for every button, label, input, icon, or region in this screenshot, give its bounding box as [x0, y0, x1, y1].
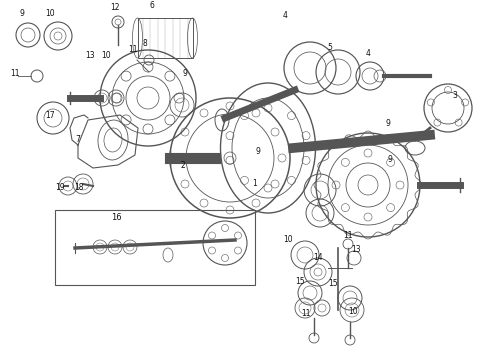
Text: 4: 4 [283, 12, 288, 21]
Text: 10: 10 [101, 51, 111, 60]
Text: 15: 15 [295, 278, 305, 287]
Text: 10: 10 [283, 235, 293, 244]
Text: 9: 9 [183, 68, 188, 77]
Text: 2: 2 [181, 161, 185, 170]
Text: 16: 16 [111, 212, 122, 221]
Text: 13: 13 [85, 51, 95, 60]
Text: 11: 11 [343, 230, 353, 239]
Text: 9: 9 [388, 156, 392, 165]
Bar [55, 210, 255, 285]
Text: 18: 18 [74, 184, 84, 193]
Text: 9: 9 [20, 9, 25, 18]
Text: 8: 8 [143, 40, 147, 49]
Text: 14: 14 [313, 253, 323, 262]
Text: 19: 19 [55, 184, 65, 193]
Text: 11: 11 [10, 68, 20, 77]
Text: 9: 9 [256, 148, 261, 157]
Text: 11: 11 [301, 309, 311, 318]
Text: 1: 1 [253, 179, 257, 188]
Text: 6: 6 [149, 0, 154, 9]
Bar [138, 18, 193, 58]
Text: 10: 10 [348, 307, 358, 316]
Text: 10: 10 [45, 9, 55, 18]
Text: 11: 11 [128, 45, 138, 54]
Text: 13: 13 [351, 244, 361, 253]
Text: 5: 5 [327, 44, 332, 53]
Text: 3: 3 [453, 91, 458, 100]
Text: 17: 17 [45, 111, 55, 120]
Text: 12: 12 [110, 4, 120, 13]
Text: 4: 4 [366, 49, 370, 58]
Text: 9: 9 [386, 120, 391, 129]
Text: 7: 7 [75, 135, 80, 144]
Text: 15: 15 [328, 279, 338, 288]
